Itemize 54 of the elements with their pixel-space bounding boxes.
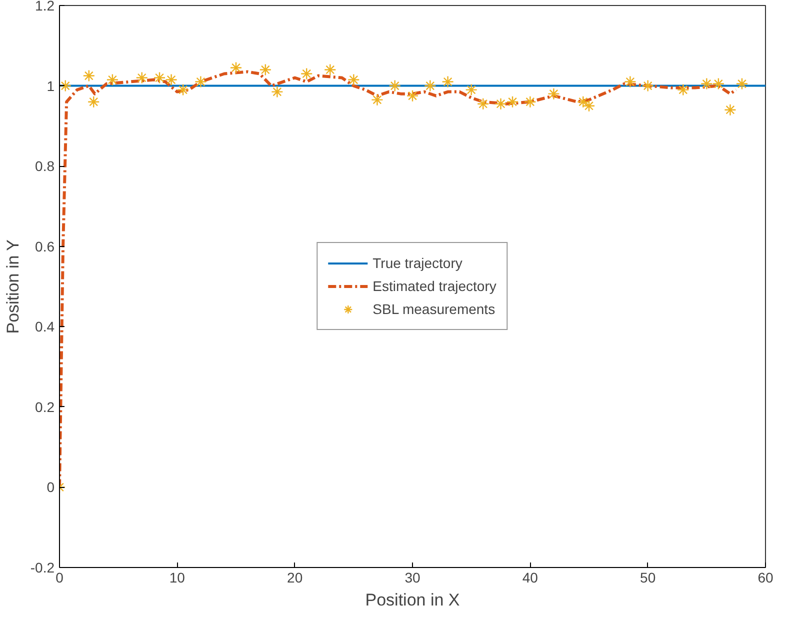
point: [176, 84, 190, 96]
point: [388, 80, 401, 92]
y-tick-label: -0.2: [30, 560, 55, 576]
x-tick-label: 30: [404, 570, 420, 586]
x-axis-title: Position in X: [365, 590, 460, 610]
point: [153, 72, 166, 84]
point: [724, 104, 736, 116]
y-tick-label: 0.6: [35, 238, 55, 254]
y-tick-label: 0: [46, 479, 55, 496]
point: [477, 98, 490, 110]
y-tick-label: 0.2: [35, 398, 55, 415]
point: [494, 98, 507, 110]
point: [577, 96, 590, 108]
point: [506, 96, 519, 108]
x-tick-label: 20: [287, 570, 303, 586]
point: [736, 78, 748, 90]
point: [194, 76, 207, 88]
x-tick-label: 60: [758, 570, 774, 586]
point: [348, 74, 360, 86]
point: [700, 78, 713, 90]
y-tick-label: 0.8: [35, 158, 55, 174]
point: [88, 96, 100, 108]
y-tick-label: 1: [46, 78, 55, 94]
point: [136, 72, 148, 84]
point: [106, 74, 119, 86]
point: [259, 64, 272, 76]
x-tick-label: 40: [522, 570, 538, 586]
y-axis-title: Position in Y: [3, 240, 22, 334]
point: [642, 80, 654, 92]
x-tick-label: 50: [640, 570, 656, 586]
x-tick-label: 10: [169, 570, 186, 586]
y-tick-label: 0.4: [35, 318, 55, 335]
point: [677, 84, 690, 96]
point: [165, 74, 178, 86]
point: [424, 80, 436, 92]
legend-label: Estimated trajectory: [372, 278, 496, 294]
point: [82, 70, 96, 82]
point: [324, 64, 336, 76]
point: [442, 76, 454, 88]
point: [300, 68, 313, 80]
point: [548, 88, 560, 100]
y-tick-label: 1.2: [35, 0, 55, 14]
point: [712, 78, 725, 90]
point: [371, 94, 384, 106]
point: [624, 76, 636, 88]
point: [60, 80, 72, 92]
legend-label: True trajectory: [372, 255, 462, 271]
legend-label: SBL measurements: [372, 301, 496, 317]
point: [230, 62, 242, 74]
point: [406, 90, 419, 102]
point: [582, 100, 596, 112]
point: [465, 84, 478, 96]
point: [271, 86, 284, 98]
point: [524, 96, 536, 108]
